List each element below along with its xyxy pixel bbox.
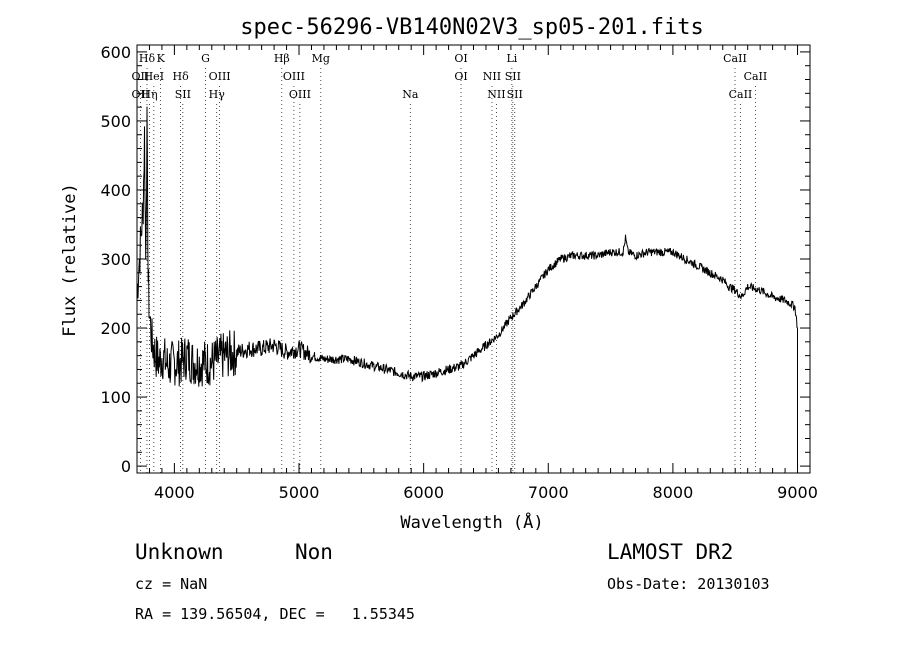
line-marker-label-HeI: HeI (144, 70, 164, 83)
line-marker-label-CaII: CaII (723, 52, 747, 65)
object-class: Unknown (135, 540, 224, 564)
x-tick-label-4000: 4000 (154, 483, 195, 502)
x-tick-label-6000: 6000 (403, 483, 444, 502)
object-subclass: Non (295, 540, 333, 564)
line-marker-label-Li: Li (506, 52, 517, 65)
y-tick-label-400: 400 (100, 181, 131, 200)
line-marker-label-Hβ: Hβ (274, 52, 290, 65)
line-marker-label-CaII: CaII (729, 88, 753, 101)
observation-date: Obs-Date: 20130103 (607, 575, 770, 593)
chart-title: spec-56296-VB140N02V3_sp05-201.fits (240, 15, 704, 40)
line-marker-label-NII: NII (487, 88, 505, 101)
line-marker-label-G: G (201, 52, 210, 65)
line-marker-label-SII: SII (505, 70, 521, 83)
x-tick-label-7000: 7000 (528, 483, 569, 502)
line-marker-label-K: K (157, 52, 166, 65)
redshift-value: cz = NaN (135, 575, 208, 593)
x-tick-label-9000: 9000 (777, 483, 818, 502)
line-marker-label-Hδ: Hδ (173, 70, 190, 83)
coordinates: RA = 139.56504, DEC = 1.55345 (135, 605, 415, 623)
x-axis-label: Wavelength (Å) (400, 511, 543, 533)
line-marker-label-OI: OI (454, 52, 467, 65)
y-tick-label-200: 200 (100, 319, 131, 338)
y-tick-label-500: 500 (100, 112, 131, 131)
y-axis-ticks: 0 100 200 300 400 500 600 (100, 43, 810, 476)
y-tick-label-100: 100 (100, 388, 131, 407)
y-tick-label-0: 0 (121, 457, 131, 476)
line-marker-label-NII: NII (483, 70, 501, 83)
survey-name: LAMOST DR2 (607, 540, 734, 564)
plot-frame (136, 44, 811, 474)
line-marker-label-OII: OII (132, 88, 150, 101)
line-marker-label-Hη: Hη (141, 88, 157, 101)
line-markers (140, 68, 756, 473)
line-marker-label-Hδ: Hδ (139, 52, 156, 65)
x-axis-ticks: 4000 5000 6000 7000 8000 9000 (136, 45, 818, 502)
y-tick-label-600: 600 (100, 43, 131, 62)
y-axis-label: Flux (relative) (60, 183, 80, 337)
line-marker-label-Na: Na (402, 88, 419, 101)
line-marker-label-Hγ: Hγ (209, 88, 226, 101)
line-marker-label-OII: OII (132, 70, 150, 83)
line-marker-label-SII: SII (507, 88, 523, 101)
spectrum-line (136, 106, 798, 467)
line-marker-label-CaII: CaII (744, 70, 768, 83)
line-marker-label-Mg: Mg (312, 52, 330, 65)
y-tick-label-300: 300 (100, 250, 131, 269)
line-marker-label-SII: SII (175, 88, 191, 101)
line-marker-label-OIII: OIII (283, 70, 305, 83)
x-tick-label-5000: 5000 (279, 483, 320, 502)
line-marker-label-OIII: OIII (209, 70, 231, 83)
line-marker-label-OI: OI (454, 70, 467, 83)
line-marker-label-OIII: OIII (289, 88, 311, 101)
x-tick-label-8000: 8000 (653, 483, 694, 502)
